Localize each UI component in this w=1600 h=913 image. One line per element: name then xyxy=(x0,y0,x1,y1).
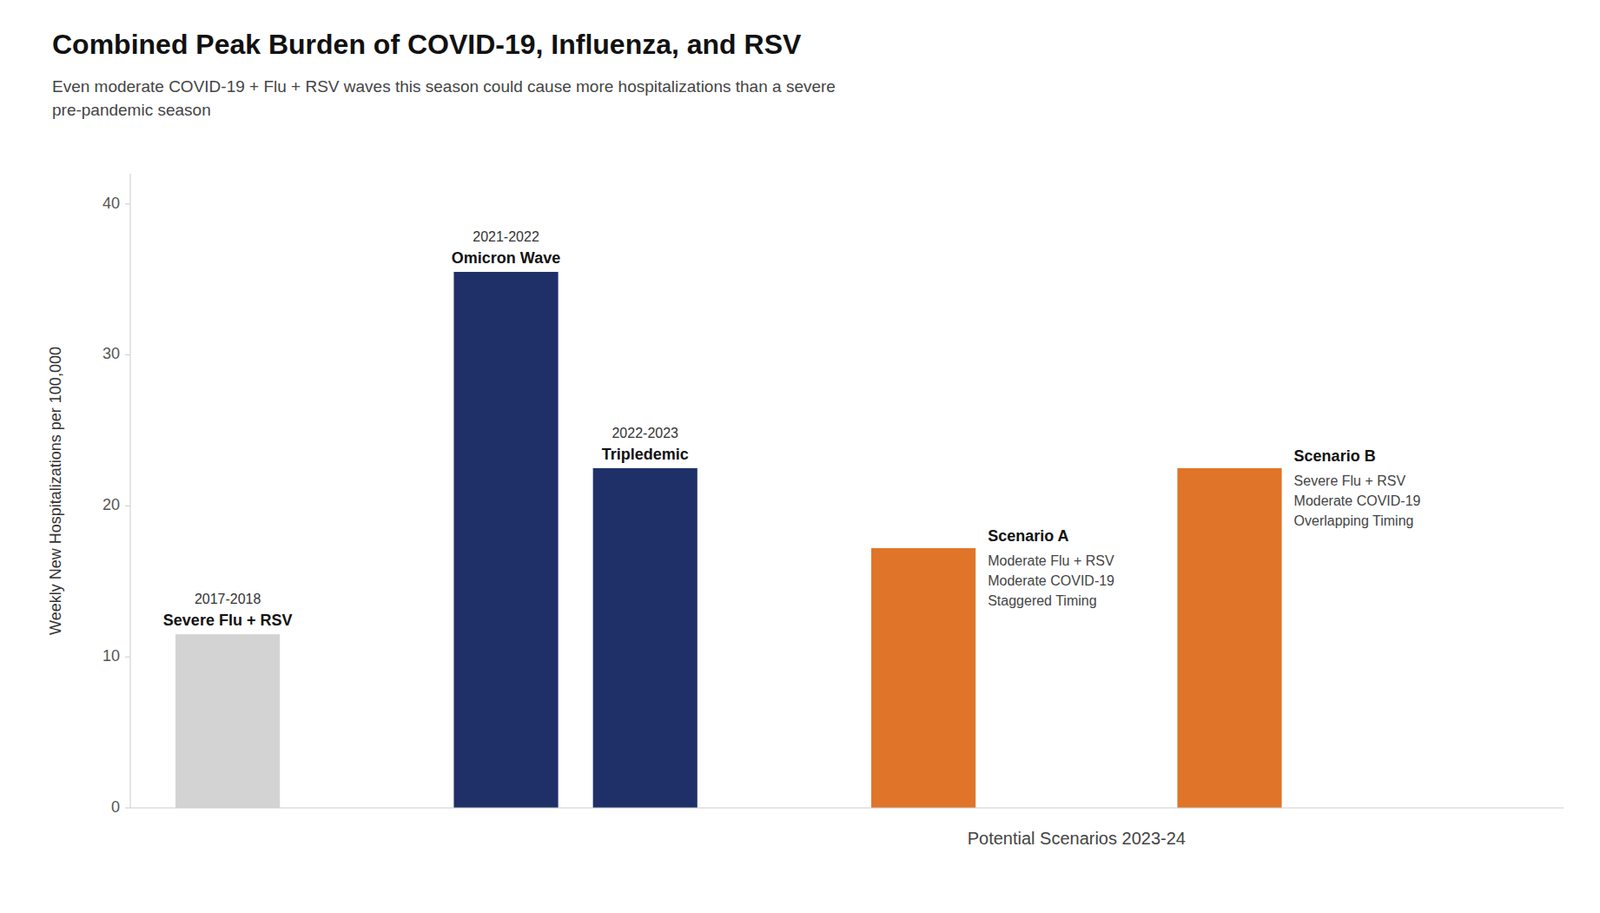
y-tick-label: 20 xyxy=(102,495,120,514)
category-label: Tripledemic xyxy=(601,445,689,463)
chart-container: Combined Peak Burden of COVID-19, Influe… xyxy=(0,0,1600,913)
y-tick xyxy=(125,807,131,809)
subtitle: Even moderate COVID-19 + Flu + RSV waves… xyxy=(52,77,836,120)
y-axis-label: Weekly New Hospitalizations per 100,000 xyxy=(46,346,65,635)
annotation-line: Moderate COVID-19 xyxy=(1294,493,1422,509)
y-tick-label: 0 xyxy=(111,798,120,816)
bar xyxy=(175,634,280,808)
title: Combined Peak Burden of COVID-19, Influe… xyxy=(52,28,802,60)
category-label: Scenario A xyxy=(987,527,1069,545)
y-tick-label: 40 xyxy=(102,194,120,212)
chart: Combined Peak Burden of COVID-19, Influe… xyxy=(0,0,1600,913)
annotation-line: Severe Flu + RSV xyxy=(1294,473,1407,489)
background xyxy=(0,0,1600,913)
subtitle-line: Even moderate COVID-19 + Flu + RSV waves… xyxy=(52,77,836,96)
subtitle-line: pre-pandemic season xyxy=(52,100,212,120)
y-tick xyxy=(125,656,131,658)
bars xyxy=(175,271,1283,808)
annotation: 2021-2022 xyxy=(472,229,540,245)
annotation-line: Moderate COVID-19 xyxy=(987,573,1115,589)
x-axis-line xyxy=(130,807,1564,809)
category-label: Omicron Wave xyxy=(451,249,561,267)
y-axis-line xyxy=(130,173,132,808)
category-label: Severe Flu + RSV xyxy=(163,611,293,629)
x-axis-label: Potential Scenarios 2023-24 xyxy=(967,828,1186,848)
annotation-line: Moderate Flu + RSV xyxy=(987,553,1115,569)
y-tick xyxy=(125,354,131,356)
bar xyxy=(871,548,976,808)
bar xyxy=(593,468,698,808)
y-tick-label: 10 xyxy=(102,647,120,665)
bar xyxy=(453,271,558,808)
annotation-line: Staggered Timing xyxy=(987,593,1097,609)
category-label: Scenario B xyxy=(1294,447,1376,465)
y-tick xyxy=(125,505,131,507)
y-tick-label: 30 xyxy=(102,344,120,363)
y-tick xyxy=(125,203,131,205)
annotation: 2022-2023 xyxy=(611,425,679,441)
annotation-line: Overlapping Timing xyxy=(1294,513,1415,529)
annotation: 2017-2018 xyxy=(194,591,262,607)
bar xyxy=(1176,468,1282,808)
